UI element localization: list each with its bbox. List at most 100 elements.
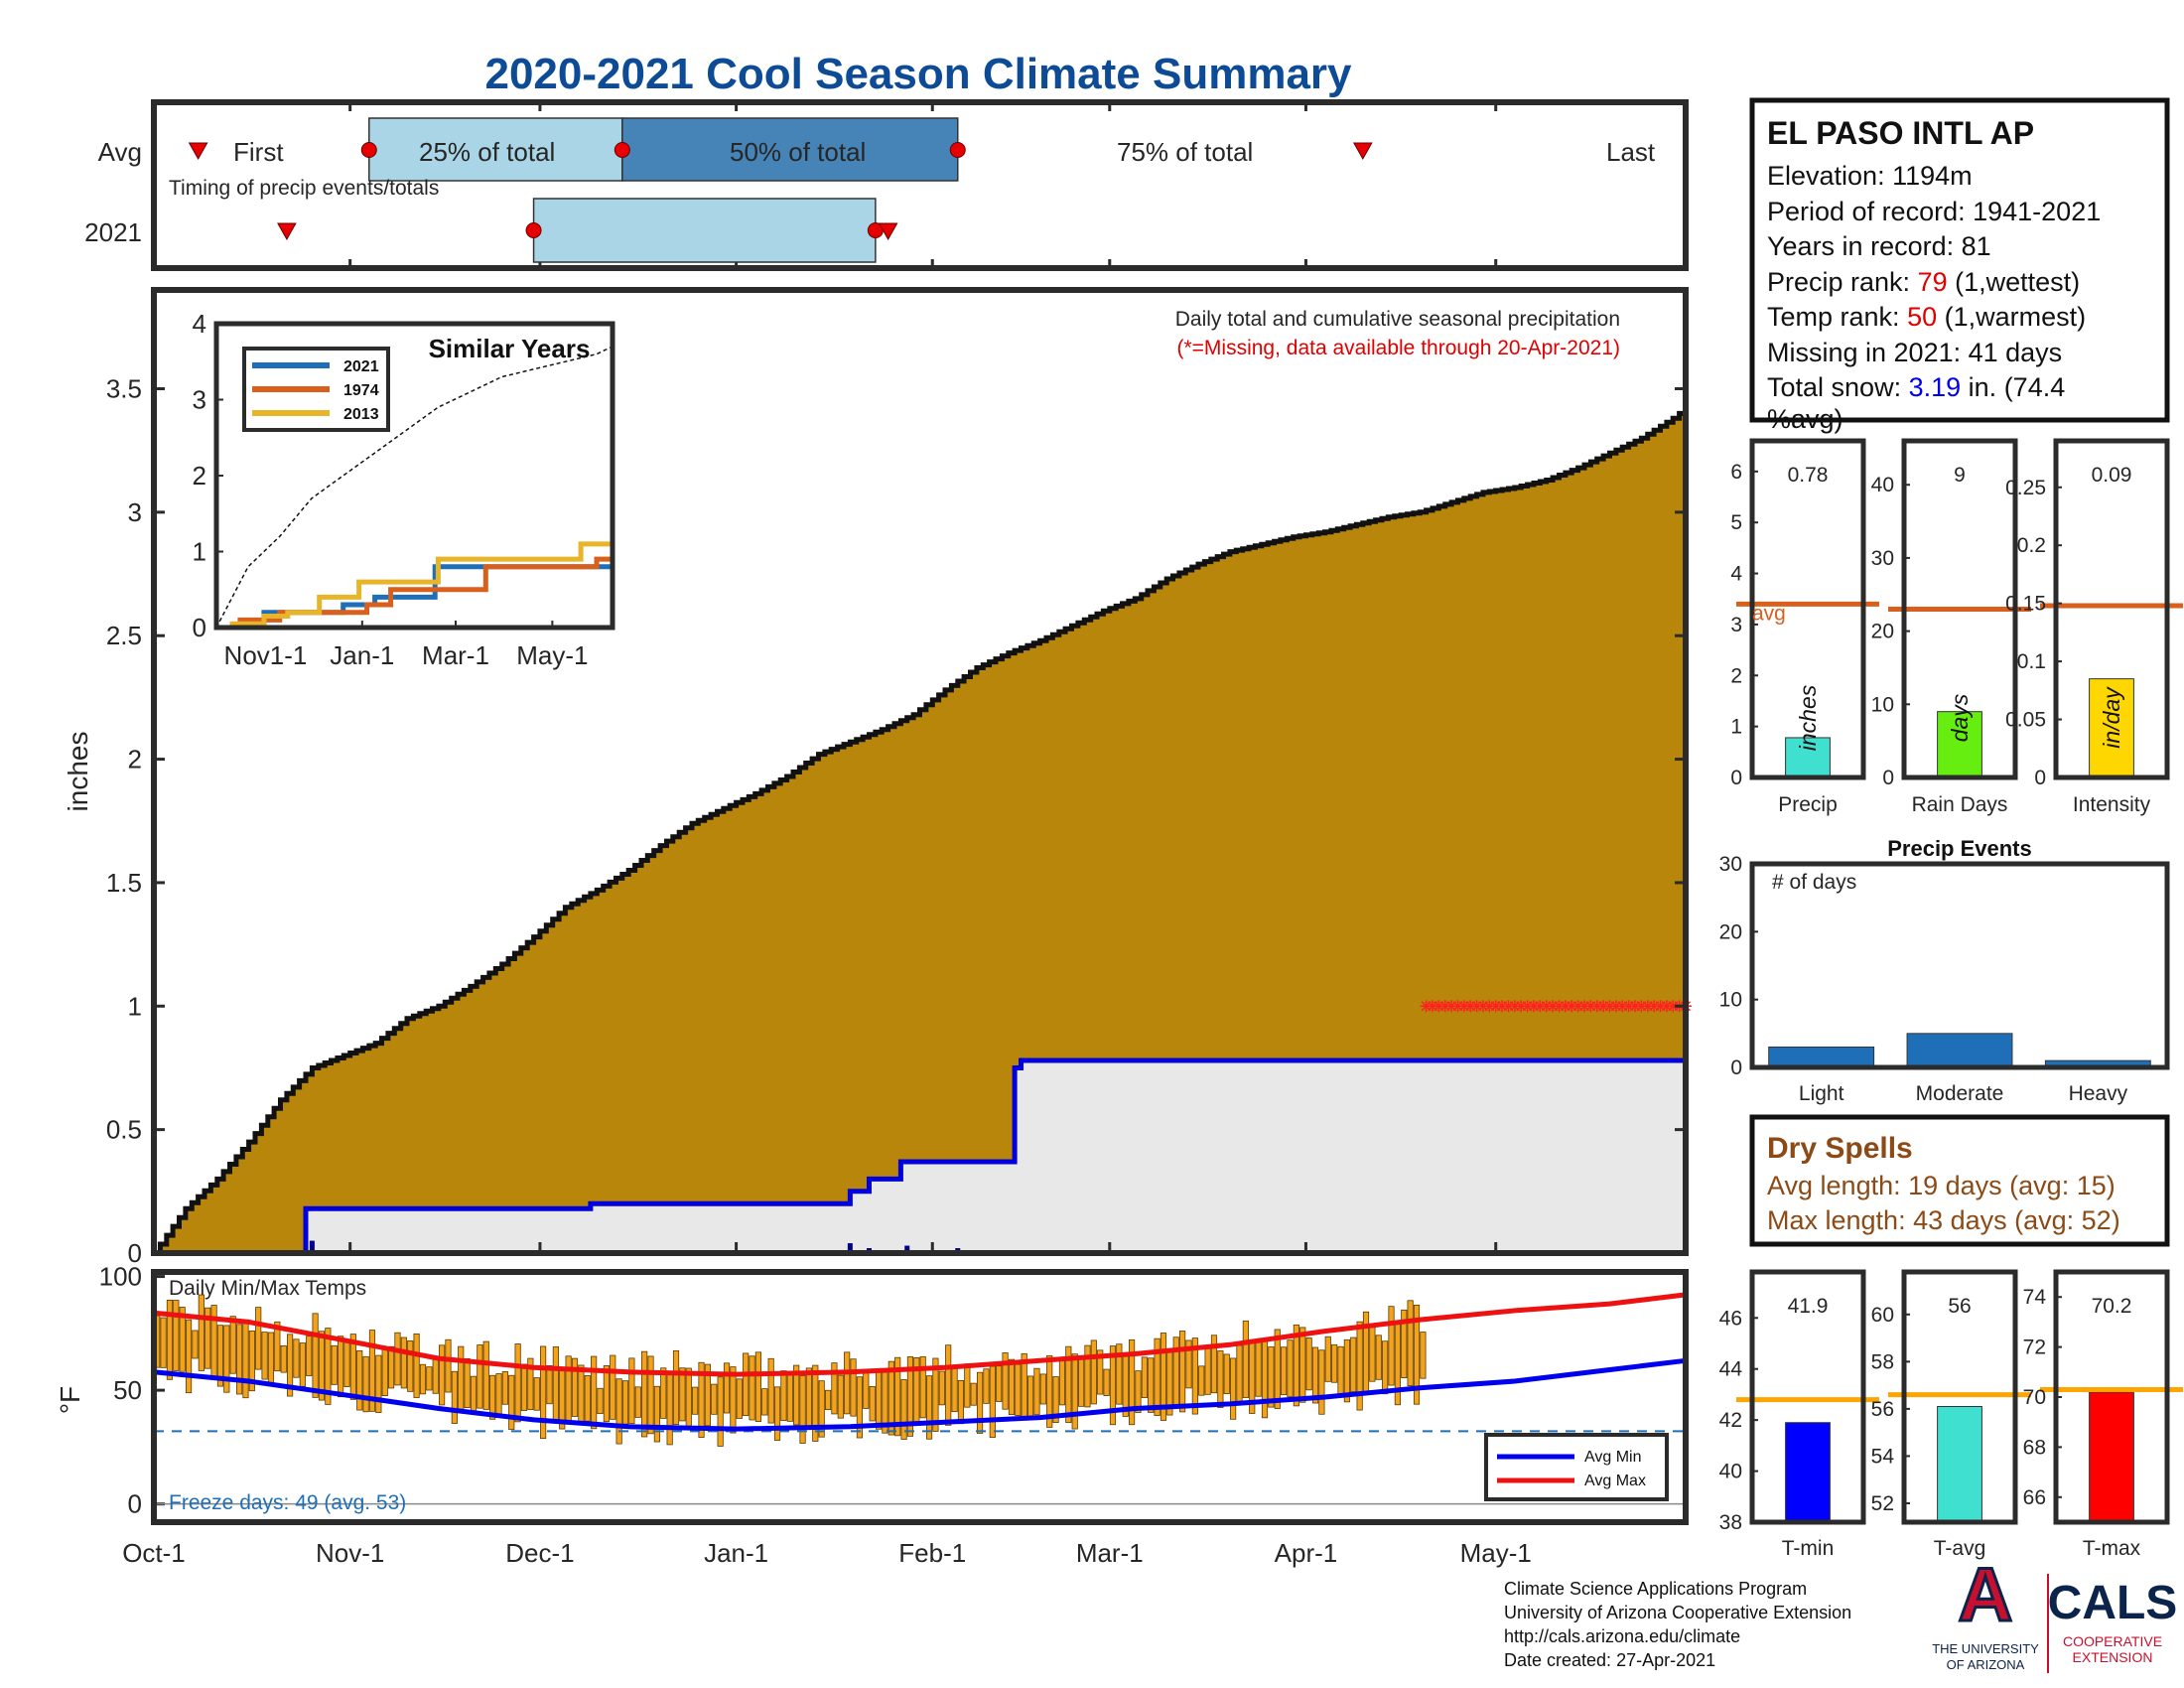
daily-temp-bar bbox=[1261, 1339, 1269, 1419]
daily-temp-bar bbox=[1039, 1373, 1046, 1405]
tsum-y-tick: 40 bbox=[1719, 1461, 1742, 1483]
tsum-y-tick: 60 bbox=[1871, 1304, 1894, 1327]
station-missing: Missing in 2021: 41 days bbox=[1767, 338, 2062, 367]
events-category-label: Moderate bbox=[1916, 1082, 2004, 1105]
daily-temp-bar bbox=[761, 1388, 768, 1416]
daily-temp-bar bbox=[1154, 1337, 1160, 1416]
main-y-tick: 0 bbox=[128, 1238, 142, 1268]
daily-temp-bar bbox=[610, 1354, 616, 1420]
temp-y-tick: 100 bbox=[99, 1262, 142, 1292]
ua-logo: A THE UNIVERSITY OF ARIZONA bbox=[1932, 1552, 2039, 1673]
avg-50-marker bbox=[614, 142, 630, 158]
daily-temp-bar bbox=[312, 1313, 319, 1398]
credit-line-2: University of Arizona Cooperative Extens… bbox=[1504, 1603, 1851, 1622]
daily-temp-bar bbox=[578, 1364, 585, 1424]
season-label: Precip bbox=[1778, 793, 1838, 816]
temp-ylabel: °F bbox=[55, 1386, 85, 1414]
inset-legend: 2021 1974 2013 bbox=[242, 347, 390, 432]
main-frame bbox=[151, 287, 1689, 1256]
daily-temp-bar bbox=[1420, 1332, 1427, 1379]
daily-temp-bar bbox=[318, 1331, 326, 1401]
daily-temp-bar bbox=[749, 1355, 755, 1421]
season-unit-label: inches bbox=[1795, 684, 1821, 751]
main-precip-panel: 0 0.5 1 1.5 2 2.5 3 3.5 inches Daily total and … bbox=[63, 287, 1692, 1268]
inset-y-tick: 3 bbox=[193, 385, 206, 415]
daily-temp-bar bbox=[1413, 1304, 1421, 1405]
daily-temp-bar bbox=[615, 1378, 622, 1445]
daily-temp-bar bbox=[1135, 1370, 1142, 1413]
inset-x-tick: Nov1-1 bbox=[224, 640, 308, 670]
dry-spells-frame bbox=[1749, 1114, 2170, 1247]
inset-x-tick: Jan-1 bbox=[330, 640, 394, 670]
daily-temp-bar bbox=[938, 1370, 945, 1406]
daily-temp-bar bbox=[1293, 1324, 1299, 1407]
season-panel-frame bbox=[1749, 438, 1866, 780]
daily-temp-bar bbox=[192, 1330, 199, 1359]
daily-temp-bar bbox=[1148, 1357, 1155, 1413]
precip-rank-note: (1,wettest) bbox=[1955, 267, 2080, 297]
2021-last-marker bbox=[878, 222, 898, 241]
season-y-tick: 10 bbox=[1871, 693, 1894, 716]
events-y-tick: 10 bbox=[1719, 989, 1742, 1012]
daily-temp-bar bbox=[711, 1383, 718, 1415]
daily-temp-bar bbox=[1324, 1336, 1331, 1382]
daily-temp-bar bbox=[482, 1340, 489, 1410]
daily-temp-bar bbox=[970, 1382, 977, 1406]
station-temp-rank: Temp rank: 50 (1,warmest) bbox=[1767, 302, 2086, 332]
daily-temp-bar bbox=[1388, 1306, 1395, 1386]
snow-note: in. (74.4 bbox=[1969, 372, 2066, 402]
daily-temp-bar bbox=[470, 1375, 478, 1414]
daily-temp-bar bbox=[1052, 1376, 1059, 1424]
dry-spells-box: Dry Spells Avg length: 19 days (avg: 15)… bbox=[1749, 1114, 2170, 1247]
x-tick-label: Oct-1 bbox=[122, 1538, 186, 1568]
daily-temp-bar bbox=[255, 1307, 262, 1370]
tsum-panel-1: 52 54 56 58 60 56 T-avg bbox=[1871, 1269, 2031, 1560]
timing-50-label: 50% of total bbox=[730, 137, 866, 167]
daily-temp-bar bbox=[1343, 1338, 1350, 1403]
station-elevation: Elevation: 1194m bbox=[1767, 161, 1973, 191]
season-bar bbox=[2089, 678, 2134, 778]
temp-layer: 0 50 100 bbox=[99, 1262, 1687, 1519]
daily-temp-bar bbox=[1331, 1343, 1338, 1383]
tsum-y-tick: 52 bbox=[1871, 1492, 1894, 1515]
season-y-tick: 1 bbox=[1730, 716, 1742, 739]
daily-temp-bar bbox=[381, 1348, 388, 1397]
main-ylabel: inches bbox=[63, 732, 93, 812]
daily-temp-bar bbox=[293, 1338, 300, 1378]
daily-temp-bar bbox=[533, 1377, 540, 1411]
daily-temp-bar bbox=[413, 1333, 420, 1398]
freeze-days-text: Freeze days: 49 (avg. 53) bbox=[169, 1491, 406, 1514]
main-y-tick: 1.5 bbox=[106, 868, 142, 898]
daily-temp-bar bbox=[793, 1364, 800, 1426]
daily-precip-bar bbox=[309, 1240, 315, 1253]
daily-temp-bar bbox=[634, 1386, 641, 1418]
precip-rank-value: 79 bbox=[1918, 267, 1948, 297]
daily-temp-bar bbox=[299, 1342, 306, 1387]
daily-temp-bar bbox=[875, 1370, 883, 1430]
daily-temp-bar bbox=[261, 1332, 268, 1380]
daily-temp-bar bbox=[426, 1366, 433, 1391]
daily-temp-bar bbox=[1090, 1339, 1097, 1405]
main-y-tick: 2 bbox=[128, 745, 142, 774]
inset-y-tick: 4 bbox=[193, 309, 206, 339]
daily-temp-bar bbox=[501, 1371, 508, 1405]
timing-last-label: Last bbox=[1606, 137, 1656, 167]
daily-temp-bar bbox=[1103, 1368, 1110, 1396]
daily-temp-bar bbox=[1129, 1338, 1136, 1426]
daily-temp-bar bbox=[514, 1343, 521, 1423]
daily-temp-bar bbox=[1210, 1335, 1218, 1394]
daily-temp-bar bbox=[229, 1316, 236, 1374]
daily-temp-bar bbox=[1274, 1329, 1281, 1409]
legend-label-avg-min: Avg Min bbox=[1584, 1449, 1642, 1466]
daily-temp-bar bbox=[679, 1367, 686, 1422]
season-panel-bg bbox=[1752, 441, 1863, 777]
season-totals-panels: 0 1 2 3 4 5 6 0.78 Precip inches avg 0 10 20 30 40 9 Rain… bbox=[1730, 438, 2183, 816]
legend-label-1974: 1974 bbox=[343, 382, 379, 399]
temp-y-tick: 0 bbox=[128, 1489, 142, 1519]
season-value-label: 0.09 bbox=[2092, 464, 2132, 487]
daily-temp-bar bbox=[976, 1371, 984, 1434]
season-y-tick: 0 bbox=[2034, 767, 2046, 789]
timing-caption: Timing of precip events/totals bbox=[169, 177, 439, 200]
daily-temp-bar bbox=[773, 1386, 781, 1441]
